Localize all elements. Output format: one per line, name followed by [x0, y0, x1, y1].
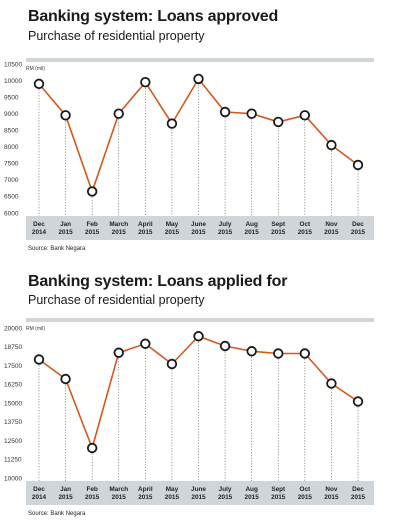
- chart2-ytick-label: 12500: [4, 438, 22, 445]
- chart2-top-band: [26, 318, 374, 322]
- chart2-point: [140, 338, 151, 349]
- chart1-ytick-label: 7500: [4, 161, 19, 168]
- chart1-point: [219, 106, 231, 118]
- chart2-ytick-label: 20000: [4, 325, 22, 332]
- chart1-xtick-label: Aug 2015: [245, 221, 260, 236]
- chart1-ytick-label: 6500: [4, 194, 19, 201]
- chart2-xtick-label: Oct 2015: [298, 486, 313, 501]
- chart1-subtitle: Purchase of residential property: [28, 29, 205, 43]
- chart1-xtick-label: Feb 2015: [85, 221, 100, 236]
- chart1-ytick-label: 8000: [4, 144, 19, 151]
- chart2-xtick-label: Feb 2015: [85, 486, 100, 501]
- chart2-point: [193, 331, 204, 342]
- chart2-series-line: [38, 335, 359, 449]
- chart1-point: [33, 78, 45, 90]
- chart1-xtick-label: Dec 2014: [32, 221, 47, 236]
- chart1-bottom-band: [26, 216, 374, 240]
- chart2-point: [113, 347, 124, 358]
- chart1-point: [273, 116, 284, 128]
- chart2-point: [326, 378, 337, 389]
- chart1-point: [193, 73, 204, 85]
- chart1-ytick-label: 10000: [4, 78, 22, 85]
- chart1-point: [246, 108, 257, 119]
- chart1-xtick-label: Oct 2015: [298, 221, 313, 236]
- chart1-plot: RM (mil) 6000 6500 7000 7500 8000 8500 9000 9500…: [4, 58, 374, 240]
- chart1-ytick-label: 7000: [4, 177, 19, 184]
- chart1-point: [352, 159, 364, 171]
- chart2-point: [246, 346, 257, 357]
- chart2-xtick-label: Dec 2015: [351, 486, 366, 501]
- chart2-xtick-label: May 2015: [165, 486, 180, 501]
- chart1-ytick-label: 6000: [4, 210, 19, 217]
- chart2-xtick-label: March 2015: [109, 486, 128, 501]
- chart1-xtick-label: Jan 2015: [58, 221, 73, 236]
- chart1-point: [60, 110, 71, 121]
- chart2-xtick-label: Nov 2015: [324, 486, 339, 501]
- chart2-ytick-label: 15000: [4, 400, 22, 407]
- chart1-point: [113, 108, 124, 119]
- chart1-source: Source: Bank Negara: [28, 246, 86, 252]
- chart2-point: [299, 348, 311, 359]
- chart1-xtick-label: June 2015: [191, 221, 206, 236]
- chart2-xtick-label: Dec 2014: [32, 486, 47, 501]
- chart1-title: Banking system: Loans approved: [28, 8, 279, 25]
- chart2-unit-label: RM (mil): [26, 326, 45, 332]
- chart1-ytick-label: 9000: [4, 111, 19, 118]
- chart2-point: [352, 396, 364, 407]
- chart2-point: [86, 442, 98, 454]
- chart1-point: [140, 77, 151, 88]
- chart1-ytick-label: 10500: [4, 61, 22, 68]
- chart1-point: [326, 139, 337, 151]
- chart2-point: [219, 340, 231, 352]
- chart2-bottom-band: [26, 481, 374, 505]
- chart1-point: [86, 186, 98, 197]
- chart2-ytick-label: 16250: [4, 382, 22, 389]
- chart1-xtick-label: April 2015: [138, 221, 153, 236]
- chart2-title: Banking system: Loans applied for: [28, 273, 288, 290]
- chart2-xtick-label: April 2015: [138, 486, 153, 501]
- chart1-top-band: [26, 58, 374, 62]
- chart2-ytick-label: 10000: [4, 475, 22, 482]
- chart1-point: [299, 110, 311, 121]
- chart2-xtick-label: Aug 2015: [245, 486, 260, 501]
- chart2-xtick-label: June 2015: [191, 486, 206, 501]
- chart1-point: [166, 118, 178, 129]
- chart2-ytick-label: 11250: [4, 457, 22, 464]
- chart1-xtick-label: July 2015: [218, 221, 233, 236]
- chart2-ytick-label: 18750: [4, 344, 22, 351]
- chart1-xtick-label: May 2015: [165, 221, 180, 236]
- chart1-ytick-label: 8500: [4, 128, 19, 135]
- chart1-xtick-label: Dec 2015: [351, 221, 366, 236]
- chart1-unit-label: RM (mil): [26, 66, 45, 72]
- chart2-ytick-label: 17500: [4, 363, 22, 370]
- chart1-xtick-label: Nov 2015: [324, 221, 339, 236]
- chart1-ytick-label: 9500: [4, 94, 19, 101]
- chart2-ytick-label: 13750: [4, 419, 22, 426]
- chart1-xtick-label: Sept 2015: [271, 221, 286, 236]
- chart1-xtick-label: March 2015: [109, 221, 128, 236]
- chart2-point: [273, 348, 284, 359]
- chart2-point: [33, 354, 45, 365]
- chart2-source: Source: Bank Negara: [28, 511, 86, 517]
- chart2-xtick-label: July 2015: [218, 486, 233, 501]
- chart2-xtick-label: Jan 2015: [58, 486, 73, 501]
- chart2-point: [60, 373, 71, 385]
- chart2-xtick-label: Sept 2015: [271, 486, 286, 501]
- chart2-subtitle: Purchase of residential property: [28, 293, 205, 307]
- chart2-point: [166, 358, 178, 370]
